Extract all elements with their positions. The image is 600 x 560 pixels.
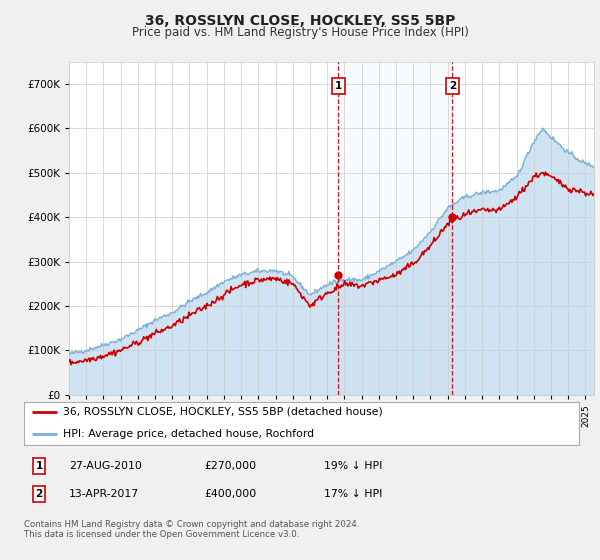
Text: £400,000: £400,000 [204,489,256,499]
Text: 19% ↓ HPI: 19% ↓ HPI [324,461,382,471]
Text: £270,000: £270,000 [204,461,256,471]
Text: 1: 1 [335,81,342,91]
Text: 27-AUG-2010: 27-AUG-2010 [69,461,142,471]
Text: 36, ROSSLYN CLOSE, HOCKLEY, SS5 5BP (detached house): 36, ROSSLYN CLOSE, HOCKLEY, SS5 5BP (det… [63,407,383,417]
Text: 1: 1 [35,461,43,471]
Text: 17% ↓ HPI: 17% ↓ HPI [324,489,382,499]
Text: 2: 2 [449,81,456,91]
Bar [338,62,452,395]
Text: HPI: Average price, detached house, Rochford: HPI: Average price, detached house, Roch… [63,430,314,439]
Text: Price paid vs. HM Land Registry's House Price Index (HPI): Price paid vs. HM Land Registry's House … [131,26,469,39]
Text: 2: 2 [35,489,43,499]
Text: 13-APR-2017: 13-APR-2017 [69,489,139,499]
Text: Contains HM Land Registry data © Crown copyright and database right 2024.
This d: Contains HM Land Registry data © Crown c… [24,520,359,539]
Text: 36, ROSSLYN CLOSE, HOCKLEY, SS5 5BP: 36, ROSSLYN CLOSE, HOCKLEY, SS5 5BP [145,14,455,28]
